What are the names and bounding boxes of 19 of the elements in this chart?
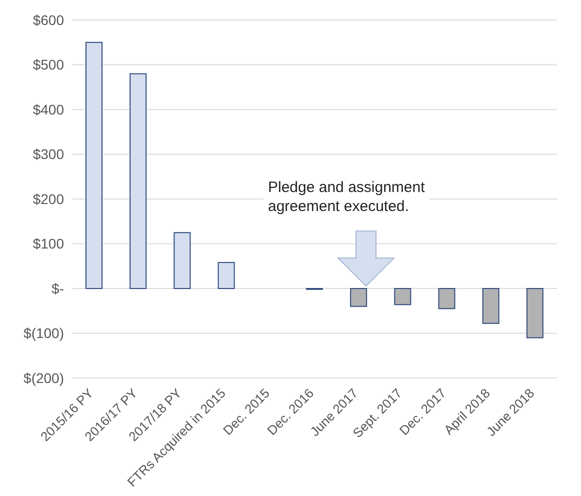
bar — [482, 288, 500, 324]
y-tick-label: $200 — [32, 190, 64, 207]
bar — [86, 42, 102, 289]
bar — [130, 73, 147, 289]
y-tick-label: $- — [52, 280, 64, 296]
y-tick-label: $500 — [32, 56, 64, 73]
y-tick-label: $100 — [32, 236, 64, 252]
y-tick-label: $600 — [32, 12, 64, 28]
y-tick-label: $400 — [32, 101, 64, 118]
y-tick-label: $300 — [32, 146, 64, 162]
bar — [394, 288, 412, 306]
bar — [218, 262, 235, 289]
y-tick-label: $(200) — [24, 370, 64, 386]
bar — [174, 232, 191, 289]
bar — [526, 288, 544, 338]
bar — [438, 288, 456, 310]
y-tick-label: $(100) — [24, 325, 64, 342]
bar — [350, 288, 368, 307]
annotation: Pledge and assignment agreement executed. — [268, 178, 425, 216]
